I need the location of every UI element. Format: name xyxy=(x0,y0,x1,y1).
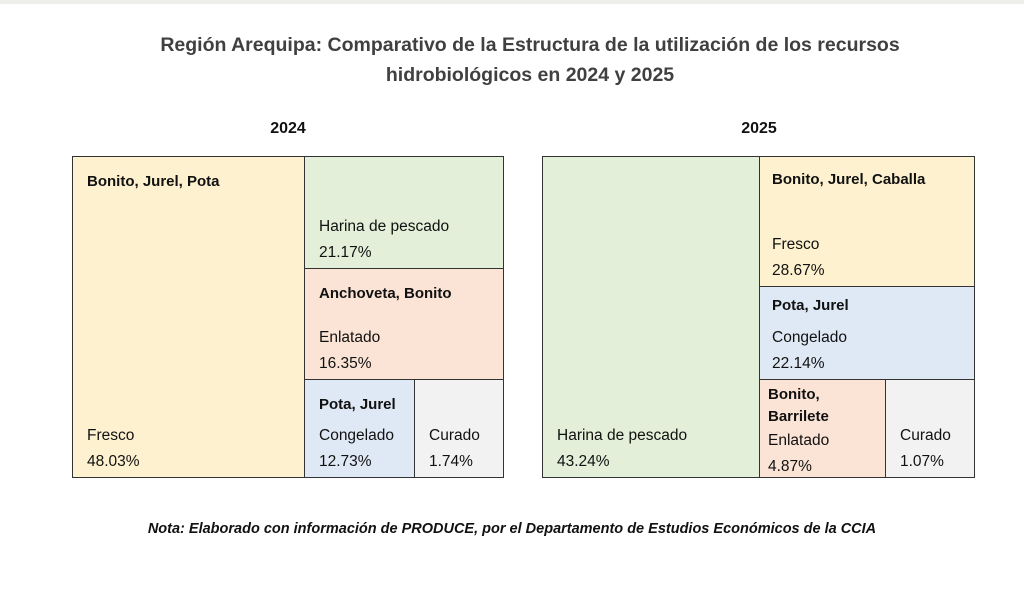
top-border xyxy=(0,0,1024,4)
treemap-cell-2024-fresco: Bonito, Jurel, Pota Fresco 48.03% xyxy=(72,156,305,478)
chart-title: Región Arequipa: Comparativo de la Estru… xyxy=(100,30,960,90)
cell-value: 21.17% xyxy=(319,244,372,261)
cell-label: Curado 1.74% xyxy=(429,423,493,475)
treemap-cell-2025-harina-de-pescado: Harina de pescado 43.24% xyxy=(542,156,760,478)
cell-label: Harina de pescado 43.24% xyxy=(557,423,749,475)
title-line-2: hidrobiológicos en 2024 y 2025 xyxy=(385,64,675,86)
treemap-cell-2025-enlatado: Bonito, Barrilete Enlatado 4.87% xyxy=(759,379,886,478)
cell-species: Anchoveta, Bonito xyxy=(319,285,452,302)
cell-use: Curado xyxy=(900,427,951,444)
cell-value: 4.87% xyxy=(768,458,812,475)
cell-use: Enlatado xyxy=(768,432,830,449)
cell-use: Fresco xyxy=(87,427,135,444)
cell-value: 12.73% xyxy=(319,453,372,470)
cell-value: 28.67% xyxy=(772,262,825,279)
cell-label: Congelado 22.14% xyxy=(772,325,964,377)
cell-label: Congelado 12.73% xyxy=(319,423,404,475)
treemap-cell-2024-enlatado: Anchoveta, Bonito Enlatado 16.35% xyxy=(304,268,504,380)
cell-value: 1.07% xyxy=(900,453,944,470)
cell-use: Curado xyxy=(429,427,480,444)
treemap-cell-2025-fresco: Bonito, Jurel, Caballa Fresco 28.67% xyxy=(759,156,975,287)
source-note: Nota: Elaborado con información de PRODU… xyxy=(147,521,877,537)
cell-use: Harina de pescado xyxy=(557,427,688,444)
treemap-cell-2024-curado: Curado 1.74% xyxy=(414,379,504,478)
cell-species: Bonito, Barrilete xyxy=(768,386,829,425)
cell-value: 1.74% xyxy=(429,453,473,470)
cell-use: Harina de pescado xyxy=(319,218,450,235)
cell-use: Fresco xyxy=(772,236,820,253)
treemap-cell-2025-congelado: Pota, Jurel Congelado 22.14% xyxy=(759,286,975,380)
treemap-cell-2024-harina-de-pescado: Harina de pescado 21.17% xyxy=(304,156,504,269)
cell-label: Curado 1.07% xyxy=(900,423,964,475)
cell-species: Pota, Jurel xyxy=(772,297,849,314)
treemap-cell-2025-curado: Curado 1.07% xyxy=(885,379,975,478)
cell-value: 43.24% xyxy=(557,453,610,470)
cell-value: 48.03% xyxy=(87,453,140,470)
cell-use: Congelado xyxy=(772,329,847,346)
cell-species: Bonito, Jurel, Caballa xyxy=(772,171,926,188)
title-line-1: Región Arequipa: Comparativo de la Estru… xyxy=(160,34,900,56)
cell-label: Fresco 48.03% xyxy=(87,423,294,475)
cell-use: Congelado xyxy=(319,427,394,444)
cell-value: 16.35% xyxy=(319,355,372,372)
cell-use: Enlatado xyxy=(319,329,381,346)
cell-label: Harina de pescado 21.17% xyxy=(319,214,493,266)
cell-value: 22.14% xyxy=(772,355,825,372)
cell-species: Pota, Jurel xyxy=(319,396,396,413)
cell-label: Enlatado 4.87% xyxy=(768,428,875,480)
treemap-cell-2024-congelado: Pota, Jurel Congelado 12.73% xyxy=(304,379,415,478)
cell-label: Fresco 28.67% xyxy=(772,232,964,284)
treemap-2024-title: 2024 xyxy=(270,120,306,137)
cell-species: Bonito, Jurel, Pota xyxy=(87,173,220,190)
treemap-2025-title: 2025 xyxy=(741,120,777,137)
cell-label: Enlatado 16.35% xyxy=(319,325,493,377)
